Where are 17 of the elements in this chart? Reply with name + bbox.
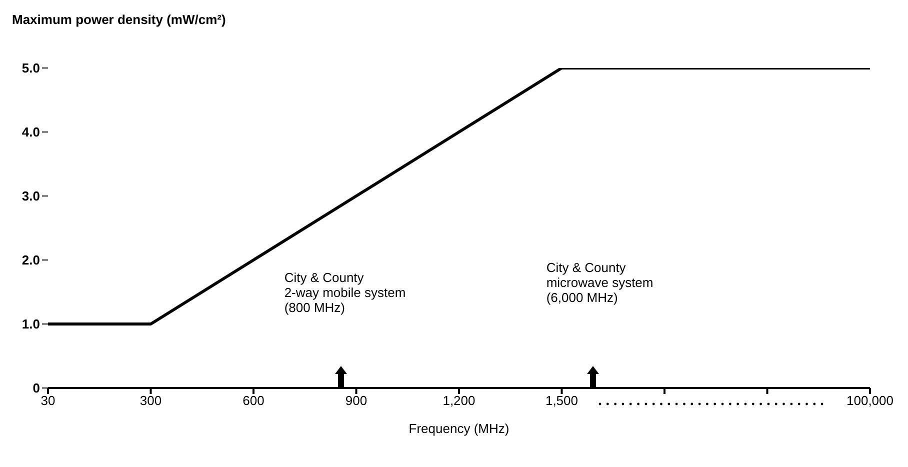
x-tick-label: 600 [242, 393, 264, 408]
x-tick-label: 900 [345, 393, 368, 408]
x-tick-label: 1,200 [442, 393, 476, 408]
x-tick-label: 1,500 [545, 393, 578, 408]
x-axis-title: Frequency (MHz) [408, 421, 510, 436]
y-tick-label: 4.0 [22, 124, 40, 140]
y-tick-label: 1.0 [22, 316, 40, 332]
x-tick-label: 100,000 [846, 393, 894, 408]
y-tick-label: 2.0 [22, 252, 40, 268]
annotation: City & County microwave system (6,000 MHz) [546, 260, 654, 305]
y-tick-label: 5.0 [22, 60, 40, 76]
y-axis-title: Maximum power density (mW/cm²) [12, 12, 227, 28]
y-tick-label: 0 [32, 380, 40, 396]
y-tick-label: 3.0 [22, 188, 40, 204]
x-tick-label: 30 [40, 393, 56, 408]
x-tick-label: 300 [140, 393, 162, 408]
annotation: City & County 2-way mobile system (800 MHz) [284, 270, 406, 315]
